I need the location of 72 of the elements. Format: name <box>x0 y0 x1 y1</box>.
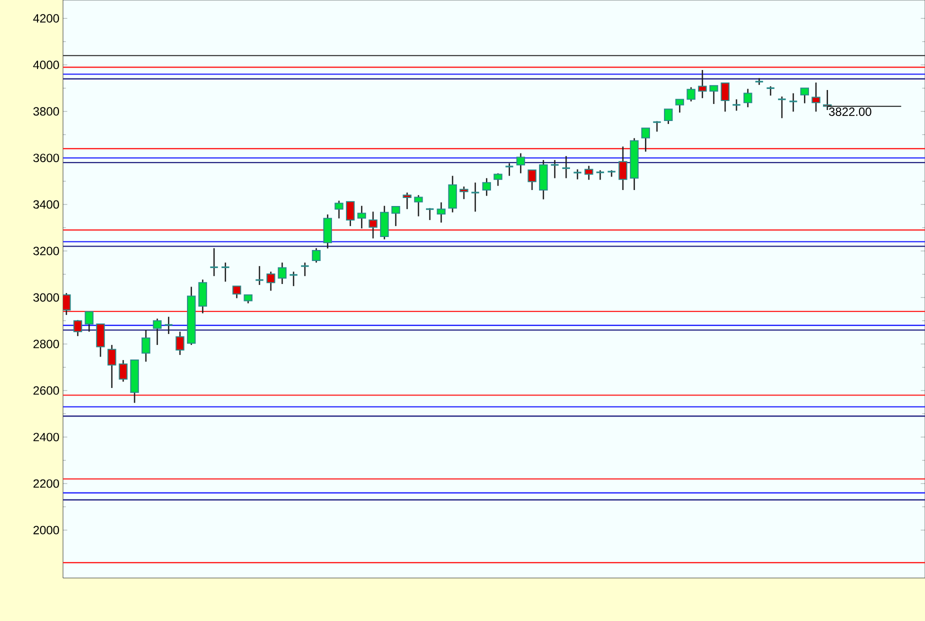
candlestick <box>812 82 820 112</box>
y-tick-label: 3400 <box>33 200 60 209</box>
candlestick <box>675 98 684 114</box>
candlestick <box>572 168 582 180</box>
candlestick <box>664 108 673 125</box>
candlestick <box>425 208 434 221</box>
candlestick <box>346 201 355 227</box>
candlestick <box>232 285 242 299</box>
y-tick-label: 2200 <box>33 479 60 488</box>
candlestick <box>652 120 662 132</box>
candlestick <box>686 86 696 102</box>
y-tick-label: 2000 <box>33 526 60 534</box>
candlestick <box>164 316 174 335</box>
candlestick <box>800 88 809 104</box>
candlestick <box>357 205 366 230</box>
candlestick <box>516 152 526 174</box>
candlestick <box>720 82 730 112</box>
candlestick <box>118 359 128 382</box>
y-tick-label: 2400 <box>33 432 60 442</box>
candlestick <box>220 262 230 282</box>
candlestick <box>288 271 298 287</box>
y-tick-label: 3800 <box>33 107 60 116</box>
candlestick <box>300 262 310 277</box>
candlestick <box>618 146 628 191</box>
candlestick <box>84 311 94 332</box>
candlestick <box>460 186 468 200</box>
candlestick <box>766 86 776 96</box>
candlestick <box>528 169 536 191</box>
candlestick <box>107 344 116 389</box>
candlestick <box>788 92 798 112</box>
candlestick <box>698 69 707 99</box>
candlestick <box>391 206 400 227</box>
y-tick-label: 4200 <box>33 14 60 23</box>
candlestick <box>312 248 321 264</box>
candlestick <box>266 271 276 292</box>
y-tick-label: 3200 <box>33 246 60 256</box>
candlestick <box>63 292 71 316</box>
candlestick <box>209 248 219 277</box>
candlestick <box>73 319 82 337</box>
y-tick-label: 2600 <box>33 386 60 395</box>
candlestick <box>96 323 105 358</box>
candlestick <box>777 96 787 119</box>
candlestick <box>176 331 184 356</box>
candlestick <box>584 165 594 180</box>
candlestick <box>550 159 560 179</box>
y-tick-label: 3000 <box>33 293 60 302</box>
candlestick <box>368 211 378 240</box>
candlestick <box>754 78 764 86</box>
annotation: 3822.00 <box>828 107 872 116</box>
candlestick <box>482 178 491 196</box>
candlestick <box>436 202 446 224</box>
candlestick <box>470 182 480 212</box>
candlestick <box>402 192 412 210</box>
y-tick-label: 2800 <box>33 340 60 348</box>
y-tick-label: 3600 <box>33 154 60 162</box>
candlestick <box>278 262 287 285</box>
candlestick <box>641 128 650 152</box>
candlestick <box>198 278 208 314</box>
candlestick <box>152 318 162 346</box>
candlestick <box>334 200 344 220</box>
candlestick <box>596 170 605 180</box>
candlestick <box>448 175 457 214</box>
candlestick <box>561 155 571 179</box>
candlestick <box>254 265 264 286</box>
candlestick <box>709 84 718 105</box>
candlestick <box>732 98 742 112</box>
candlestick <box>414 194 423 217</box>
candlestick <box>142 329 150 362</box>
candlestick <box>504 162 514 176</box>
candlestick <box>743 88 752 108</box>
candlestick <box>494 172 502 186</box>
y-tick-label: 4000 <box>33 60 60 70</box>
